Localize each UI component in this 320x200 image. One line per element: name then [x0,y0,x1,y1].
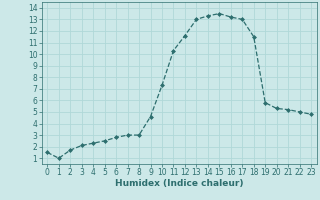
X-axis label: Humidex (Indice chaleur): Humidex (Indice chaleur) [115,179,244,188]
